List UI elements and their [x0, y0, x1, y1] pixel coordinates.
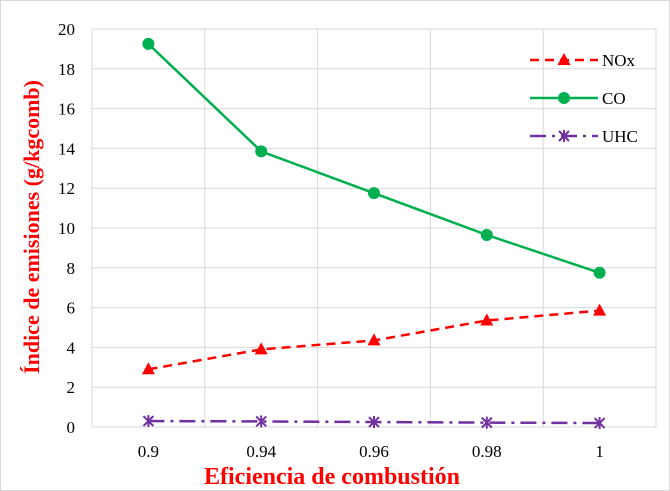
y-tick-labels: 0 2 4 6 8 10 12 14 16 18 20	[58, 20, 76, 437]
data-point-co	[480, 228, 493, 241]
y-tick-label: 4	[67, 338, 76, 357]
data-point-nox	[141, 362, 155, 375]
y-tick-label: 14	[58, 139, 76, 158]
data-point-uhc	[481, 416, 493, 429]
legend-label-nox: NOx	[602, 51, 636, 70]
data-point-nox	[480, 313, 494, 326]
data-point-uhc	[593, 417, 606, 430]
data-point-nox	[254, 342, 268, 355]
legend-label-co: CO	[602, 89, 626, 108]
x-axis-title: Eficiencia de combustión	[204, 464, 460, 490]
y-tick-label: 20	[58, 20, 75, 39]
data-point-co	[368, 187, 380, 200]
y-tick-label: 0	[67, 418, 76, 437]
y-tick-label: 18	[58, 60, 75, 79]
y-tick-label: 12	[58, 179, 75, 198]
legend-marker-nox	[557, 53, 571, 65]
data-point-nox	[593, 303, 607, 316]
data-point-co	[142, 37, 155, 50]
y-tick-label: 6	[67, 299, 76, 318]
data-point-co	[593, 266, 606, 279]
x-tick-label: 0.9	[138, 442, 159, 461]
data-point-co	[255, 145, 268, 158]
x-tick-label: 0.94	[246, 442, 276, 461]
legend-label-uhc: UHC	[602, 127, 638, 146]
data-point-uhc	[142, 415, 155, 428]
x-tick-label: 1	[595, 442, 604, 461]
legend: NOx CO UHC	[530, 51, 638, 146]
x-tick-labels: 0.9 0.94 0.96 0.98 1	[138, 442, 604, 461]
y-tick-label: 2	[67, 378, 76, 397]
series-group	[141, 37, 607, 430]
y-tick-label: 8	[67, 259, 76, 278]
data-point-uhc	[255, 415, 267, 428]
grid-lines	[91, 28, 657, 428]
legend-marker-uhc	[558, 130, 570, 142]
legend-marker-co	[558, 92, 570, 104]
data-point-nox	[367, 333, 381, 346]
x-tick-label: 0.96	[359, 442, 389, 461]
data-point-uhc	[368, 416, 380, 429]
y-tick-label: 10	[58, 219, 75, 238]
y-tick-label: 16	[58, 100, 75, 119]
y-axis-title: Índice de emisiones (g/kgcomb)	[19, 80, 44, 374]
x-tick-label: 0.98	[472, 442, 502, 461]
